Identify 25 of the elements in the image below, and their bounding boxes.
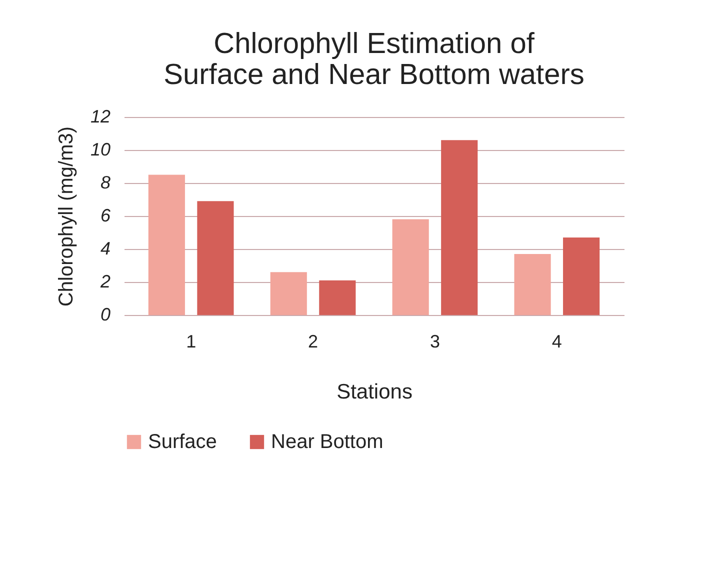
bar <box>563 237 600 315</box>
x-axis-title: Stations <box>336 380 412 404</box>
y-tick-label: 12 <box>90 106 110 126</box>
x-tick-label: 3 <box>430 332 440 352</box>
bar <box>148 174 185 315</box>
bar <box>392 219 429 315</box>
y-tick-label: 4 <box>100 238 110 258</box>
bar <box>197 201 234 315</box>
bar <box>441 140 478 315</box>
legend-label: Near Bottom <box>271 431 384 453</box>
text: Chlorophyll Estimation of <box>214 28 534 60</box>
y-tick-label: 2 <box>99 272 110 292</box>
bar <box>270 272 307 315</box>
bar <box>514 254 551 315</box>
y-tick-label: 8 <box>100 172 110 192</box>
y-tick-label: 10 <box>90 140 110 160</box>
legend-label: Surface <box>148 431 217 453</box>
y-tick-label: 0 <box>100 304 110 324</box>
x-tick-label: 4 <box>552 332 562 352</box>
bar <box>319 280 356 315</box>
y-axis-title: Chlorophyll (mg/m3) <box>55 126 78 307</box>
text: Surface and Near Bottom waters <box>164 59 584 91</box>
x-tick-label: 2 <box>308 332 318 352</box>
y-tick-label: 6 <box>100 206 112 226</box>
x-tick-label: 1 <box>186 332 196 352</box>
